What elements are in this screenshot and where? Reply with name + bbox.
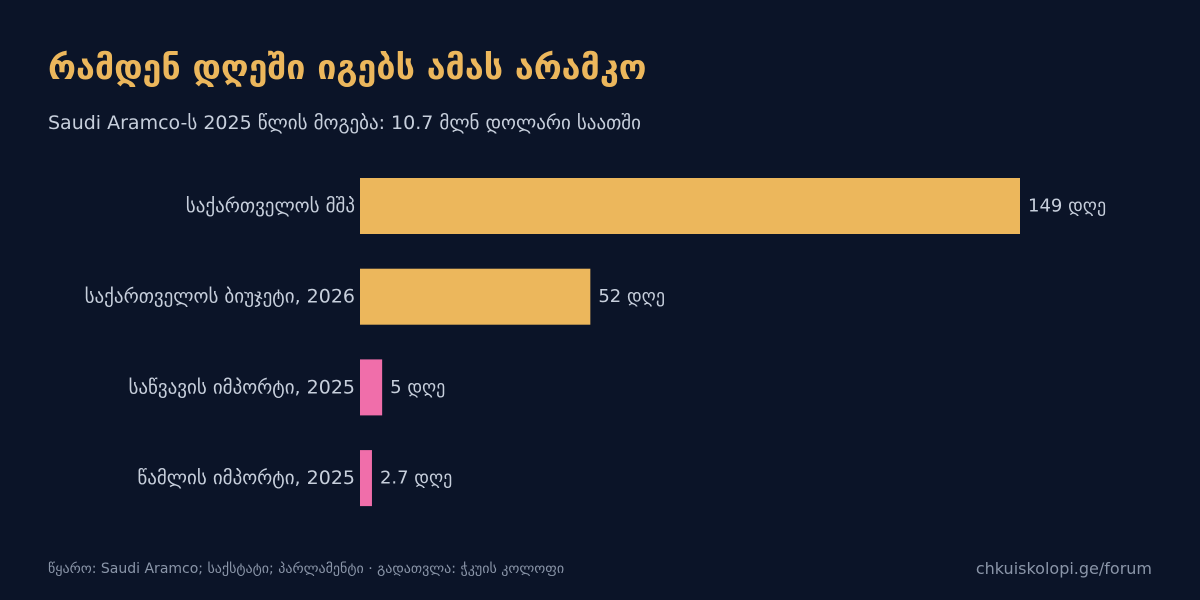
- chart-title: რამდენ დღეში იგებს ამას არამკო: [48, 48, 647, 88]
- category-label: საქართველოს მშპ: [186, 195, 355, 217]
- value-label: 2.7 დღე: [380, 468, 452, 489]
- bar: [360, 359, 383, 416]
- bar: [360, 450, 372, 507]
- value-label: 52 დღე: [598, 286, 665, 307]
- source-note: წყარო: Saudi Aramco; საქსტატი; პარლამენტ…: [48, 561, 565, 577]
- bar: [360, 178, 1020, 234]
- bar: [360, 268, 591, 325]
- category-label: წამლის იმპორტი, 2025: [137, 467, 355, 489]
- value-label: 5 დღე: [390, 377, 445, 398]
- category-label: საწვავის იმპორტი, 2025: [128, 376, 355, 398]
- chart-subtitle: Saudi Aramco-ს 2025 წლის მოგება: 10.7 მლ…: [48, 112, 641, 134]
- category-label: საქართველოს ბიუჯეტი, 2026: [85, 286, 355, 308]
- value-label: 149 დღე: [1028, 196, 1106, 217]
- site-link[interactable]: chkuiskolopi.ge/forum: [975, 559, 1152, 578]
